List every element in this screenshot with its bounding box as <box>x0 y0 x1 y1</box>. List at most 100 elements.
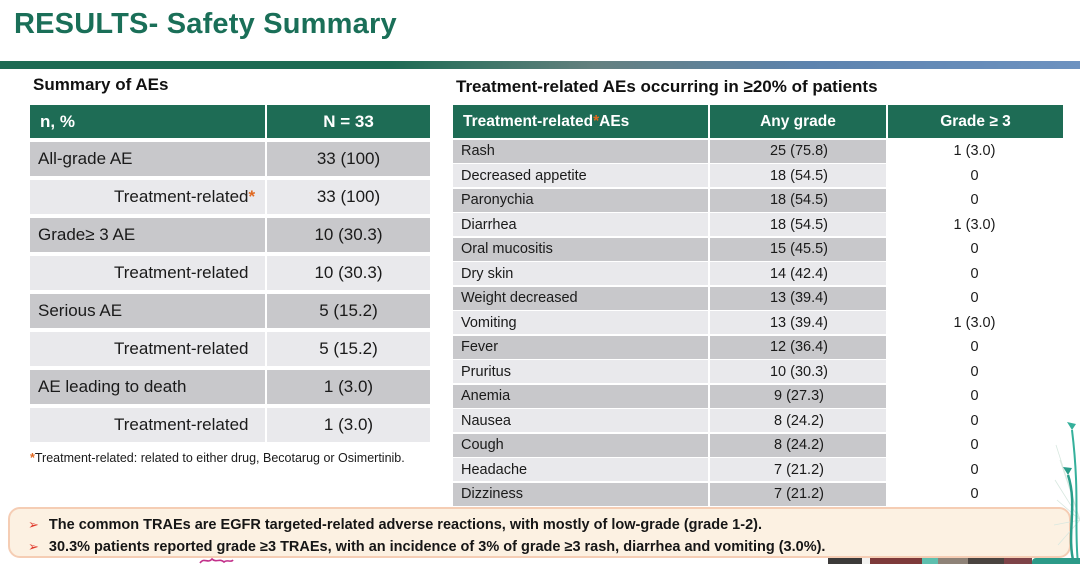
trae-any-grade-value: 12 (36.4) <box>710 335 888 359</box>
strip-block <box>968 558 1004 564</box>
trae-any-grade-value: 10 (30.3) <box>710 360 888 383</box>
right-table-heading: Treatment-related AEs occurring in ≥20% … <box>456 77 878 96</box>
summary-row-label: Treatment-related * <box>30 180 267 214</box>
trae-header-pre: Treatment-related <box>463 112 594 130</box>
trae-any-grade-value: 13 (39.4) <box>710 311 888 334</box>
bullet-text: 30.3% patients reported grade ≥3 TRAEs, … <box>48 539 826 555</box>
trae-row-name: Diarrhea <box>453 213 710 236</box>
summary-row-label: Serious AE <box>30 294 267 328</box>
summary-row-label: All-grade AE <box>30 142 267 176</box>
trae-table-row: Headache 7 (21.2) 0 <box>453 458 1063 481</box>
strip-block <box>1032 558 1080 564</box>
trae-row-name: Nausea <box>453 409 710 432</box>
trae-any-grade-value: 9 (27.3) <box>710 384 888 408</box>
trae-grade3-value: 0 <box>886 286 1061 310</box>
trae-table-rows: Rash 25 (75.8) 1 (3.0) Decreased appetite 18… <box>453 139 1063 506</box>
trae-grade3-value: 1 (3.0) <box>886 139 1061 163</box>
trae-row-name: Decreased appetite <box>453 164 710 187</box>
summary-row-value: 5 (15.2) <box>267 332 430 366</box>
summary-row-value: 10 (30.3) <box>267 256 430 290</box>
trae-col-header-name: Treatment-related * AEs <box>453 105 710 138</box>
trae-header-post: AEs <box>599 112 630 130</box>
trae-grade3-value: 0 <box>886 433 1061 457</box>
strip-block <box>870 558 922 564</box>
trae-table-row: Nausea 8 (24.2) 0 <box>453 409 1063 432</box>
left-table-heading: Summary of AEs <box>33 75 169 94</box>
summary-table-row: Treatment-related * 33 (100) <box>30 180 430 214</box>
trae-grade3-value: 0 <box>886 188 1061 212</box>
trae-any-grade-value: 25 (75.8) <box>710 139 888 163</box>
callout-bullet: ➢ 30.3% patients reported grade ≥3 TRAEs,… <box>28 536 1057 558</box>
bullet-text: The common TRAEs are EGFR targeted-relat… <box>48 517 762 533</box>
trae-any-grade-value: 7 (21.2) <box>710 482 888 506</box>
trae-grade3-value: 0 <box>886 164 1061 187</box>
trae-table-row: Paronychia 18 (54.5) 0 <box>453 188 1063 212</box>
trae-row-name: Cough <box>453 433 710 457</box>
bullet-arrow-icon: ➢ <box>28 517 39 532</box>
row-asterisk: * <box>248 187 256 206</box>
trae-table-row: Pruritus 10 (30.3) 0 <box>453 360 1063 383</box>
summary-table-row: Serious AE 5 (15.2) <box>30 294 430 328</box>
trae-grade3-value: 0 <box>886 458 1061 481</box>
trae-grade3-value: 0 <box>886 262 1061 285</box>
summary-table-rows: All-grade AE 33 (100) Treatment-related * 33… <box>30 142 430 442</box>
summary-table-row: Grade≥ 3 AE 10 (30.3) <box>30 218 430 252</box>
strip-block <box>938 558 968 564</box>
trae-row-name: Dizziness <box>453 482 710 506</box>
summary-of-aes-table: n, % N = 33 All-grade AE 33 (100) Treatmen… <box>30 105 430 442</box>
trae-row-name: Rash <box>453 139 710 163</box>
summary-row-label: Treatment-related <box>30 256 267 290</box>
bullet-arrow-icon: ➢ <box>28 539 39 554</box>
trae-grade3-value: 0 <box>886 384 1061 408</box>
trae-table-row: Dizziness 7 (21.2) 0 <box>453 482 1063 506</box>
trae-table-row: Fever 12 (36.4) 0 <box>453 335 1063 359</box>
summary-row-value: 33 (100) <box>267 142 430 176</box>
trae-grade3-value: 0 <box>886 237 1061 261</box>
trae-grade3-value: 0 <box>886 360 1061 383</box>
trae-any-grade-value: 14 (42.4) <box>710 262 888 285</box>
trae-grade3-value: 0 <box>886 482 1061 506</box>
summary-row-label: AE leading to death <box>30 370 267 404</box>
footnote-text: Treatment-related: related to either dru… <box>34 451 405 465</box>
trae-grade3-value: 0 <box>886 335 1061 359</box>
trae-any-grade-value: 8 (24.2) <box>710 433 888 457</box>
summary-row-value: 5 (15.2) <box>267 294 430 328</box>
summary-table-row: AE leading to death 1 (3.0) <box>30 370 430 404</box>
strip-block <box>828 558 862 564</box>
trae-row-name: Pruritus <box>453 360 710 383</box>
trae-row-name: Weight decreased <box>453 286 710 310</box>
conclusion-callout-box: ➢ The common TRAEs are EGFR targeted-rela… <box>8 507 1071 558</box>
trae-grade3-value: 1 (3.0) <box>886 311 1061 334</box>
summary-row-label: Grade≥ 3 AE <box>30 218 267 252</box>
trae-table-row: Weight decreased 13 (39.4) 0 <box>453 286 1063 310</box>
trae-any-grade-value: 7 (21.2) <box>710 458 888 481</box>
trae-col-header-grade3: Grade ≥ 3 <box>888 105 1063 138</box>
trae-table-row: Oral mucositis 15 (45.5) 0 <box>453 237 1063 261</box>
trae-row-name: Headache <box>453 458 710 481</box>
summary-row-value: 33 (100) <box>267 180 430 214</box>
trae-row-name: Paronychia <box>453 188 710 212</box>
summary-col-header-n33: N = 33 <box>267 105 430 138</box>
trae-header-asterisk: * <box>593 112 600 130</box>
trae-table-row: Anemia 9 (27.3) 0 <box>453 384 1063 408</box>
summary-table-header-row: n, % N = 33 <box>30 105 430 138</box>
summary-row-value: 1 (3.0) <box>267 370 430 404</box>
trae-any-grade-value: 8 (24.2) <box>710 409 888 432</box>
trae-row-name: Fever <box>453 335 710 359</box>
trae-row-name: Dry skin <box>453 262 710 285</box>
summary-row-label: Treatment-related <box>30 408 267 442</box>
summary-table-row: Treatment-related 1 (3.0) <box>30 408 430 442</box>
trae-row-name: Anemia <box>453 384 710 408</box>
footnote: *Treatment-related: related to either dr… <box>30 451 405 465</box>
summary-row-value: 10 (30.3) <box>267 218 430 252</box>
trae-table-row: Rash 25 (75.8) 1 (3.0) <box>453 139 1063 163</box>
summary-row-label: Treatment-related <box>30 332 267 366</box>
trae-any-grade-value: 18 (54.5) <box>710 213 888 236</box>
bottom-photo-strip <box>828 558 1080 564</box>
trae-any-grade-value: 18 (54.5) <box>710 188 888 212</box>
trae-any-grade-value: 13 (39.4) <box>710 286 888 310</box>
footnote-asterisk: * <box>30 451 35 465</box>
title-divider-bar <box>0 61 1080 69</box>
trae-grade3-value: 0 <box>886 409 1061 432</box>
